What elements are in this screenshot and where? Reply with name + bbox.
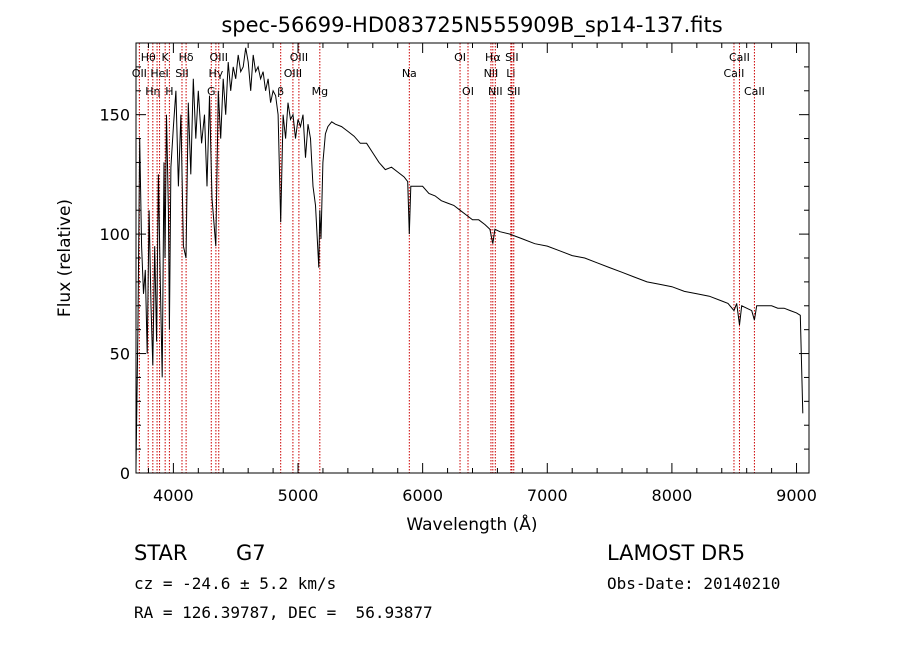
marker-label-27: CaII xyxy=(744,85,765,98)
marker-label-8: Hδ xyxy=(179,51,194,64)
marker-label-16: Na xyxy=(402,67,417,80)
marker-label-5: K xyxy=(162,51,170,64)
marker-label-15: Mg xyxy=(312,85,328,98)
y-tick-label-3: 150 xyxy=(99,106,130,125)
marker-label-22: Li xyxy=(506,67,515,80)
marker-label-17: OI xyxy=(454,51,466,64)
line-markers: OIIHθHηHeIKHSIIHδGHγOIIIβOIIIOIIIMgNaOIO… xyxy=(132,43,765,473)
marker-label-1: Hθ xyxy=(141,51,156,64)
y-tick-label-1: 50 xyxy=(110,345,130,364)
spectrum-line xyxy=(135,47,804,469)
x-tick-label-3: 7000 xyxy=(527,486,568,505)
plot-frame xyxy=(135,42,810,474)
marker-label-7: SII xyxy=(175,67,188,80)
x-tick-label-1: 5000 xyxy=(278,486,319,505)
marker-label-20: Hα xyxy=(485,51,501,64)
marker-label-2: Hη xyxy=(145,85,160,98)
x-axis-label: Wavelength (Å) xyxy=(406,513,537,535)
ra-dec: RA = 126.39787, DEC = 56.93877 xyxy=(134,603,433,622)
marker-label-12: β xyxy=(277,85,284,98)
y-axis-label: Flux (relative) xyxy=(55,199,75,317)
marker-label-14: OIII xyxy=(290,51,308,64)
x-tick-label-0: 4000 xyxy=(153,486,194,505)
marker-label-26: CaII xyxy=(729,51,750,64)
redshift-cz: cz = -24.6 ± 5.2 km/s xyxy=(134,574,337,593)
x-tick-label-4: 8000 xyxy=(652,486,693,505)
marker-label-6: H xyxy=(165,85,173,98)
y-axis: 0 50 100 150 xyxy=(99,66,809,483)
marker-label-13: OIII xyxy=(284,67,302,80)
marker-label-10: Hγ xyxy=(208,67,223,80)
object-subclass: G7 xyxy=(236,541,266,565)
marker-label-19: NII xyxy=(484,67,499,80)
observation-date: Obs-Date: 20140210 xyxy=(607,574,781,593)
x-tick-label-5: 9000 xyxy=(776,486,817,505)
y-tick-label-0: 0 xyxy=(120,464,130,483)
marker-label-25: CaII xyxy=(724,67,745,80)
x-axis: 4000 5000 6000 7000 8000 9000 xyxy=(147,43,817,505)
marker-label-24: SII xyxy=(507,85,520,98)
marker-label-4: HeI xyxy=(150,67,168,80)
y-tick-label-2: 100 xyxy=(99,225,130,244)
marker-label-0: OII xyxy=(132,67,147,80)
survey-name: LAMOST DR5 xyxy=(607,541,746,565)
marker-label-11: OIII xyxy=(210,51,228,64)
marker-label-18: OI xyxy=(462,85,474,98)
marker-label-9: G xyxy=(207,85,216,98)
marker-label-23: SII xyxy=(505,51,518,64)
x-tick-label-2: 6000 xyxy=(402,486,443,505)
chart-title: spec-56699-HD083725N555909B_sp14-137.fit… xyxy=(221,13,722,38)
object-class: STAR xyxy=(134,541,188,565)
marker-label-21: NII xyxy=(488,85,503,98)
